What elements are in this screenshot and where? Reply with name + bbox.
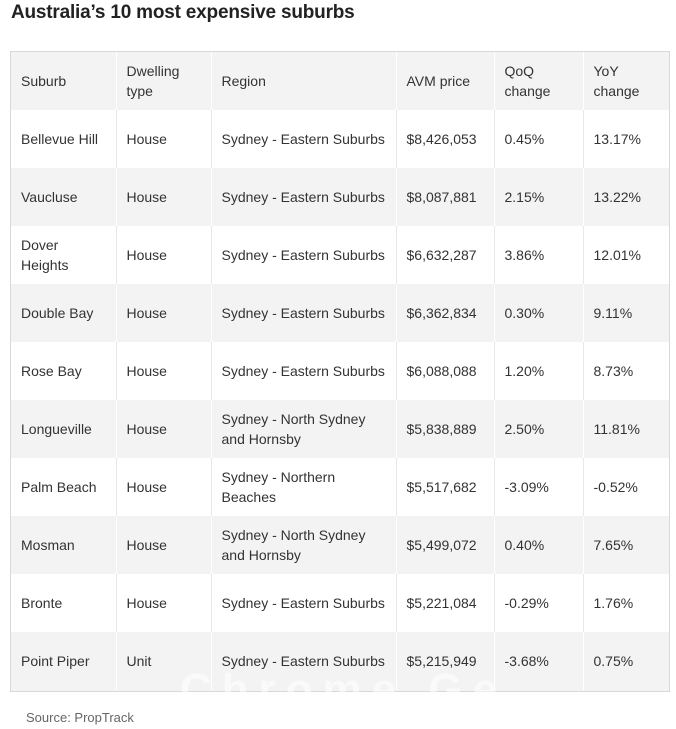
cell-yoy-change: 12.01% <box>582 226 669 284</box>
cell-yoy-change: 13.22% <box>582 168 669 226</box>
cell-region: Sydney - Northern Beaches <box>210 458 396 516</box>
cell-avm-price: $5,221,084 <box>395 574 494 632</box>
table-row: Point Piper Unit Sydney - Eastern Suburb… <box>11 632 669 690</box>
cell-suburb: Palm Beach <box>21 479 97 495</box>
suburbs-table: Suburb Dwelling type Region AVM price Qo… <box>11 52 669 690</box>
cell-qoq-change: 2.50% <box>493 400 583 458</box>
cell-qoq-change: 0.40% <box>493 516 583 574</box>
cell-yoy-change: 11.81% <box>582 400 669 458</box>
cell-qoq-change: -0.29% <box>493 574 583 632</box>
cell-avm-price: $5,838,889 <box>395 400 494 458</box>
table-row: Longueville House Sydney - North Sydney … <box>11 400 669 458</box>
cell-dwelling-type: House <box>115 110 211 168</box>
cell-avm-price: $5,215,949 <box>395 632 494 690</box>
cell-qoq-change: 1.20% <box>493 342 583 400</box>
table-row: Bronte House Sydney - Eastern Suburbs $5… <box>11 574 669 632</box>
cell-dwelling-type: Unit <box>115 632 211 690</box>
cell-yoy-change: 13.17% <box>582 110 669 168</box>
cell-suburb: Vaucluse <box>21 189 78 205</box>
cell-avm-price: $6,088,088 <box>395 342 494 400</box>
header-row: Suburb Dwelling type Region AVM price Qo… <box>11 52 669 110</box>
cell-avm-price: $5,499,072 <box>395 516 494 574</box>
cell-region: Sydney - Eastern Suburbs <box>210 574 396 632</box>
header-dwelling-type: Dwelling type <box>115 52 211 110</box>
cell-qoq-change: 2.15% <box>493 168 583 226</box>
cell-suburb: Rose Bay <box>21 363 82 379</box>
cell-region: Sydney - Eastern Suburbs <box>210 632 396 690</box>
table-body: Bellevue Hill House Sydney - Eastern Sub… <box>11 110 669 690</box>
cell-suburb: Mosman <box>21 537 75 553</box>
table-row: Bellevue Hill House Sydney - Eastern Sub… <box>11 110 669 168</box>
header-yoy-change: YoY change <box>582 52 669 110</box>
cell-qoq-change: 0.45% <box>493 110 583 168</box>
cell-yoy-change: 1.76% <box>582 574 669 632</box>
table-row: Vaucluse House Sydney - Eastern Suburbs … <box>11 168 669 226</box>
cell-qoq-change: -3.68% <box>493 632 583 690</box>
source-note: Source: PropTrack <box>26 710 134 725</box>
cell-avm-price: $6,362,834 <box>395 284 494 342</box>
cell-dwelling-type: House <box>115 226 211 284</box>
cell-region: Sydney - Eastern Suburbs <box>210 110 396 168</box>
cell-region: Sydney - North Sydney and Hornsby <box>210 516 396 574</box>
table-row: Rose Bay House Sydney - Eastern Suburbs … <box>11 342 669 400</box>
cell-dwelling-type: House <box>115 342 211 400</box>
cell-avm-price: $5,517,682 <box>395 458 494 516</box>
header-avm-price: AVM price <box>395 52 494 110</box>
cell-suburb: Point Piper <box>21 653 90 669</box>
cell-avm-price: $8,087,881 <box>395 168 494 226</box>
table-header: Suburb Dwelling type Region AVM price Qo… <box>11 52 669 110</box>
cell-suburb: Bronte <box>21 595 63 611</box>
table-row: Mosman House Sydney - North Sydney and H… <box>11 516 669 574</box>
cell-yoy-change: 7.65% <box>582 516 669 574</box>
cell-qoq-change: -3.09% <box>493 458 583 516</box>
header-suburb: Suburb <box>21 73 67 89</box>
cell-suburb: Double Bay <box>21 305 94 321</box>
page-title: Australia’s 10 most expensive suburbs <box>11 2 355 23</box>
cell-region: Sydney - Eastern Suburbs <box>210 284 396 342</box>
cell-dwelling-type: House <box>115 458 211 516</box>
cell-avm-price: $6,632,287 <box>395 226 494 284</box>
cell-region: Sydney - Eastern Suburbs <box>210 226 396 284</box>
cell-qoq-change: 3.86% <box>493 226 583 284</box>
cell-yoy-change: 9.11% <box>582 284 669 342</box>
cell-yoy-change: 8.73% <box>582 342 669 400</box>
cell-yoy-change: -0.52% <box>582 458 669 516</box>
cell-dwelling-type: House <box>115 284 211 342</box>
table-row: Dover Heights House Sydney - Eastern Sub… <box>11 226 669 284</box>
cell-avm-price: $8,426,053 <box>395 110 494 168</box>
cell-qoq-change: 0.30% <box>493 284 583 342</box>
cell-region: Sydney - North Sydney and Hornsby <box>210 400 396 458</box>
cell-dwelling-type: House <box>115 574 211 632</box>
cell-dwelling-type: House <box>115 400 211 458</box>
header-qoq-change: QoQ change <box>493 52 583 110</box>
cell-region: Sydney - Eastern Suburbs <box>210 168 396 226</box>
cell-suburb: Bellevue Hill <box>21 131 99 147</box>
cell-region: Sydney - Eastern Suburbs <box>210 342 396 400</box>
header-region: Region <box>210 52 396 110</box>
cell-yoy-change: 0.75% <box>582 632 669 690</box>
cell-suburb: Dover Heights <box>21 237 69 273</box>
suburbs-table-container: Suburb Dwelling type Region AVM price Qo… <box>10 51 670 692</box>
cell-dwelling-type: House <box>115 516 211 574</box>
table-row: Palm Beach House Sydney - Northern Beach… <box>11 458 669 516</box>
cell-suburb: Longueville <box>21 421 92 437</box>
table-row: Double Bay House Sydney - Eastern Suburb… <box>11 284 669 342</box>
cell-dwelling-type: House <box>115 168 211 226</box>
